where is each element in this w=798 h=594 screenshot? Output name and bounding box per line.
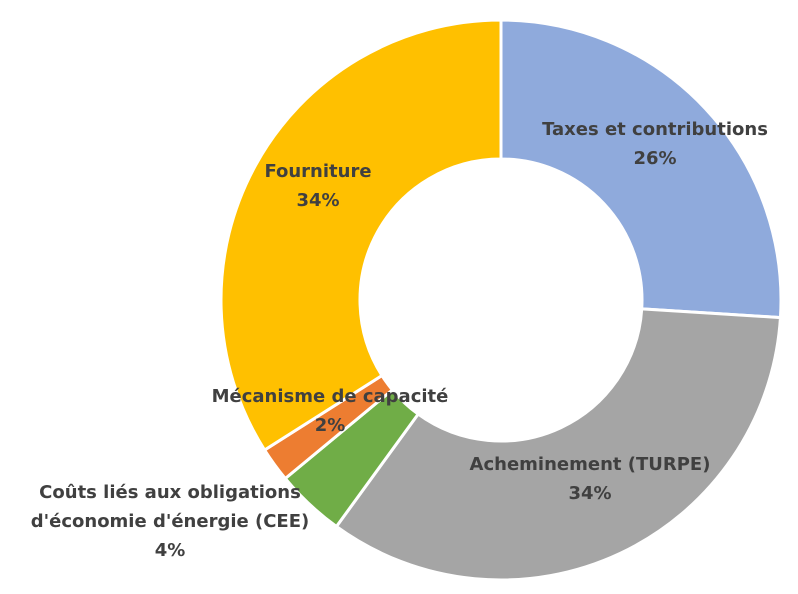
data-label: Mécanisme de capacité 2% <box>180 382 480 440</box>
label-value: 26% <box>633 148 677 169</box>
label-value: 4% <box>154 540 186 561</box>
label-value: 34% <box>296 190 340 211</box>
data-label: Acheminement (TURPE) 34% <box>430 450 750 508</box>
label-value: 2% <box>314 415 346 436</box>
label-name: Acheminement (TURPE) <box>469 454 711 475</box>
label-value: 34% <box>568 483 612 504</box>
data-label: Taxes et contributions 26% <box>505 115 798 173</box>
label-name: Mécanisme de capacité <box>211 386 449 407</box>
label-name: Fourniture <box>264 161 372 182</box>
donut-segment <box>219 18 503 453</box>
data-label: Fourniture 34% <box>218 157 418 215</box>
donut-segment <box>499 18 783 320</box>
label-name: Coûts liés aux obligations d'économie d'… <box>30 482 310 532</box>
label-name: Taxes et contributions <box>542 119 768 140</box>
donut-segment <box>334 307 783 582</box>
data-label: Coûts liés aux obligations d'économie d'… <box>5 478 335 565</box>
